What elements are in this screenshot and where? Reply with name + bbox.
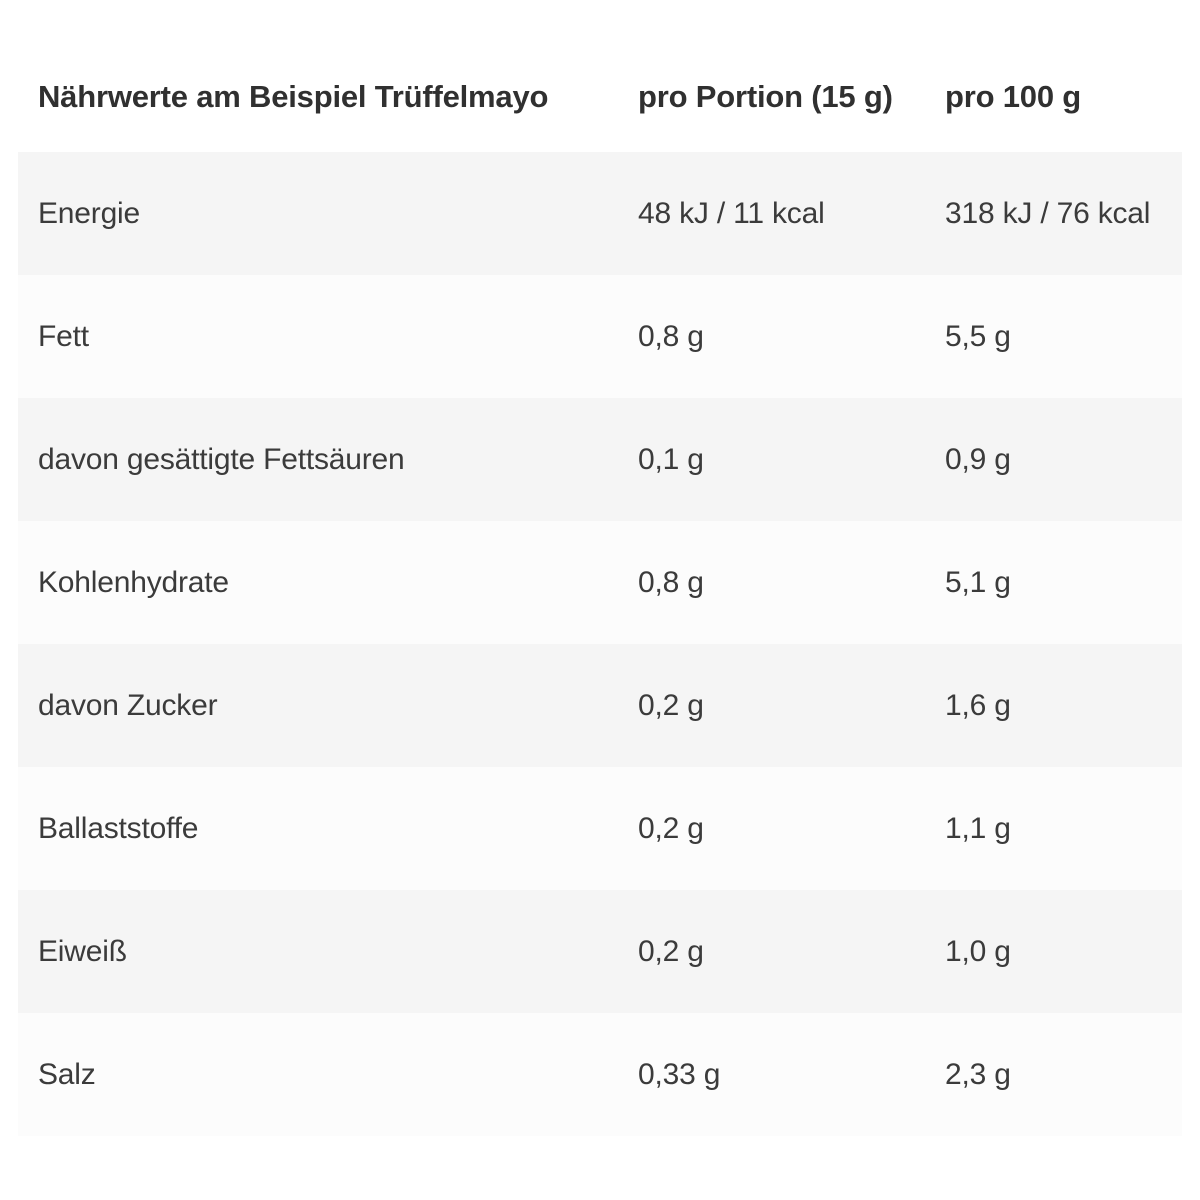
bottom-whitespace [0,1136,1200,1200]
row-value-per-portion: 0,2 g [638,934,704,968]
row-nutrient-label: davon gesättigte Fettsäuren [38,442,405,476]
row-nutrient-label: Salz [38,1057,96,1091]
row-nutrient-label: Kohlenhydrate [38,565,229,599]
row-value-per-portion: 0,33 g [638,1057,721,1091]
row-value-per-portion: 0,8 g [638,565,704,599]
table-row: davon gesättigte Fettsäuren 0,1 g 0,9 g [18,398,1182,521]
nutrition-rows: Energie 48 kJ / 11 kcal 318 kJ / 76 kcal… [0,152,1200,1136]
row-value-per-100g: 1,6 g [945,688,1011,722]
row-value-per-100g: 5,1 g [945,565,1011,599]
row-value-per-100g: 0,9 g [945,442,1011,476]
row-nutrient-label: Energie [38,196,141,230]
table-row: Salz 0,33 g 2,3 g [18,1013,1182,1136]
header-per-100g-column: pro 100 g [945,79,1082,114]
row-value-per-portion: 0,2 g [638,688,704,722]
header-nutrient-column: Nährwerte am Beispiel Trüffelmayo [38,79,549,114]
table-row: Eiweiß 0,2 g 1,0 g [18,890,1182,1013]
row-value-per-portion: 0,1 g [638,442,704,476]
row-value-per-portion: 48 kJ / 11 kcal [638,196,825,230]
row-value-per-100g: 1,0 g [945,934,1011,968]
table-row: Kohlenhydrate 0,8 g 5,1 g [18,521,1182,644]
row-value-per-portion: 0,8 g [638,319,704,353]
row-value-per-portion: 0,2 g [638,811,704,845]
row-nutrient-label: Eiweiß [38,934,127,968]
table-row: Energie 48 kJ / 11 kcal 318 kJ / 76 kcal [18,152,1182,275]
row-value-per-100g: 1,1 g [945,811,1011,845]
row-value-per-100g: 5,5 g [945,319,1011,353]
table-row: Fett 0,8 g 5,5 g [18,275,1182,398]
row-value-per-100g: 318 kJ / 76 kcal [945,196,1151,230]
table-header-row: Nährwerte am Beispiel Trüffelmayo pro Po… [18,0,1182,152]
row-nutrient-label: Fett [38,319,89,353]
row-nutrient-label: davon Zucker [38,688,218,722]
row-nutrient-label: Ballaststoffe [38,811,199,845]
header-per-portion-column: pro Portion (15 g) [638,79,893,114]
table-row: Ballaststoffe 0,2 g 1,1 g [18,767,1182,890]
row-value-per-100g: 2,3 g [945,1057,1011,1091]
table-row: davon Zucker 0,2 g 1,6 g [18,644,1182,767]
